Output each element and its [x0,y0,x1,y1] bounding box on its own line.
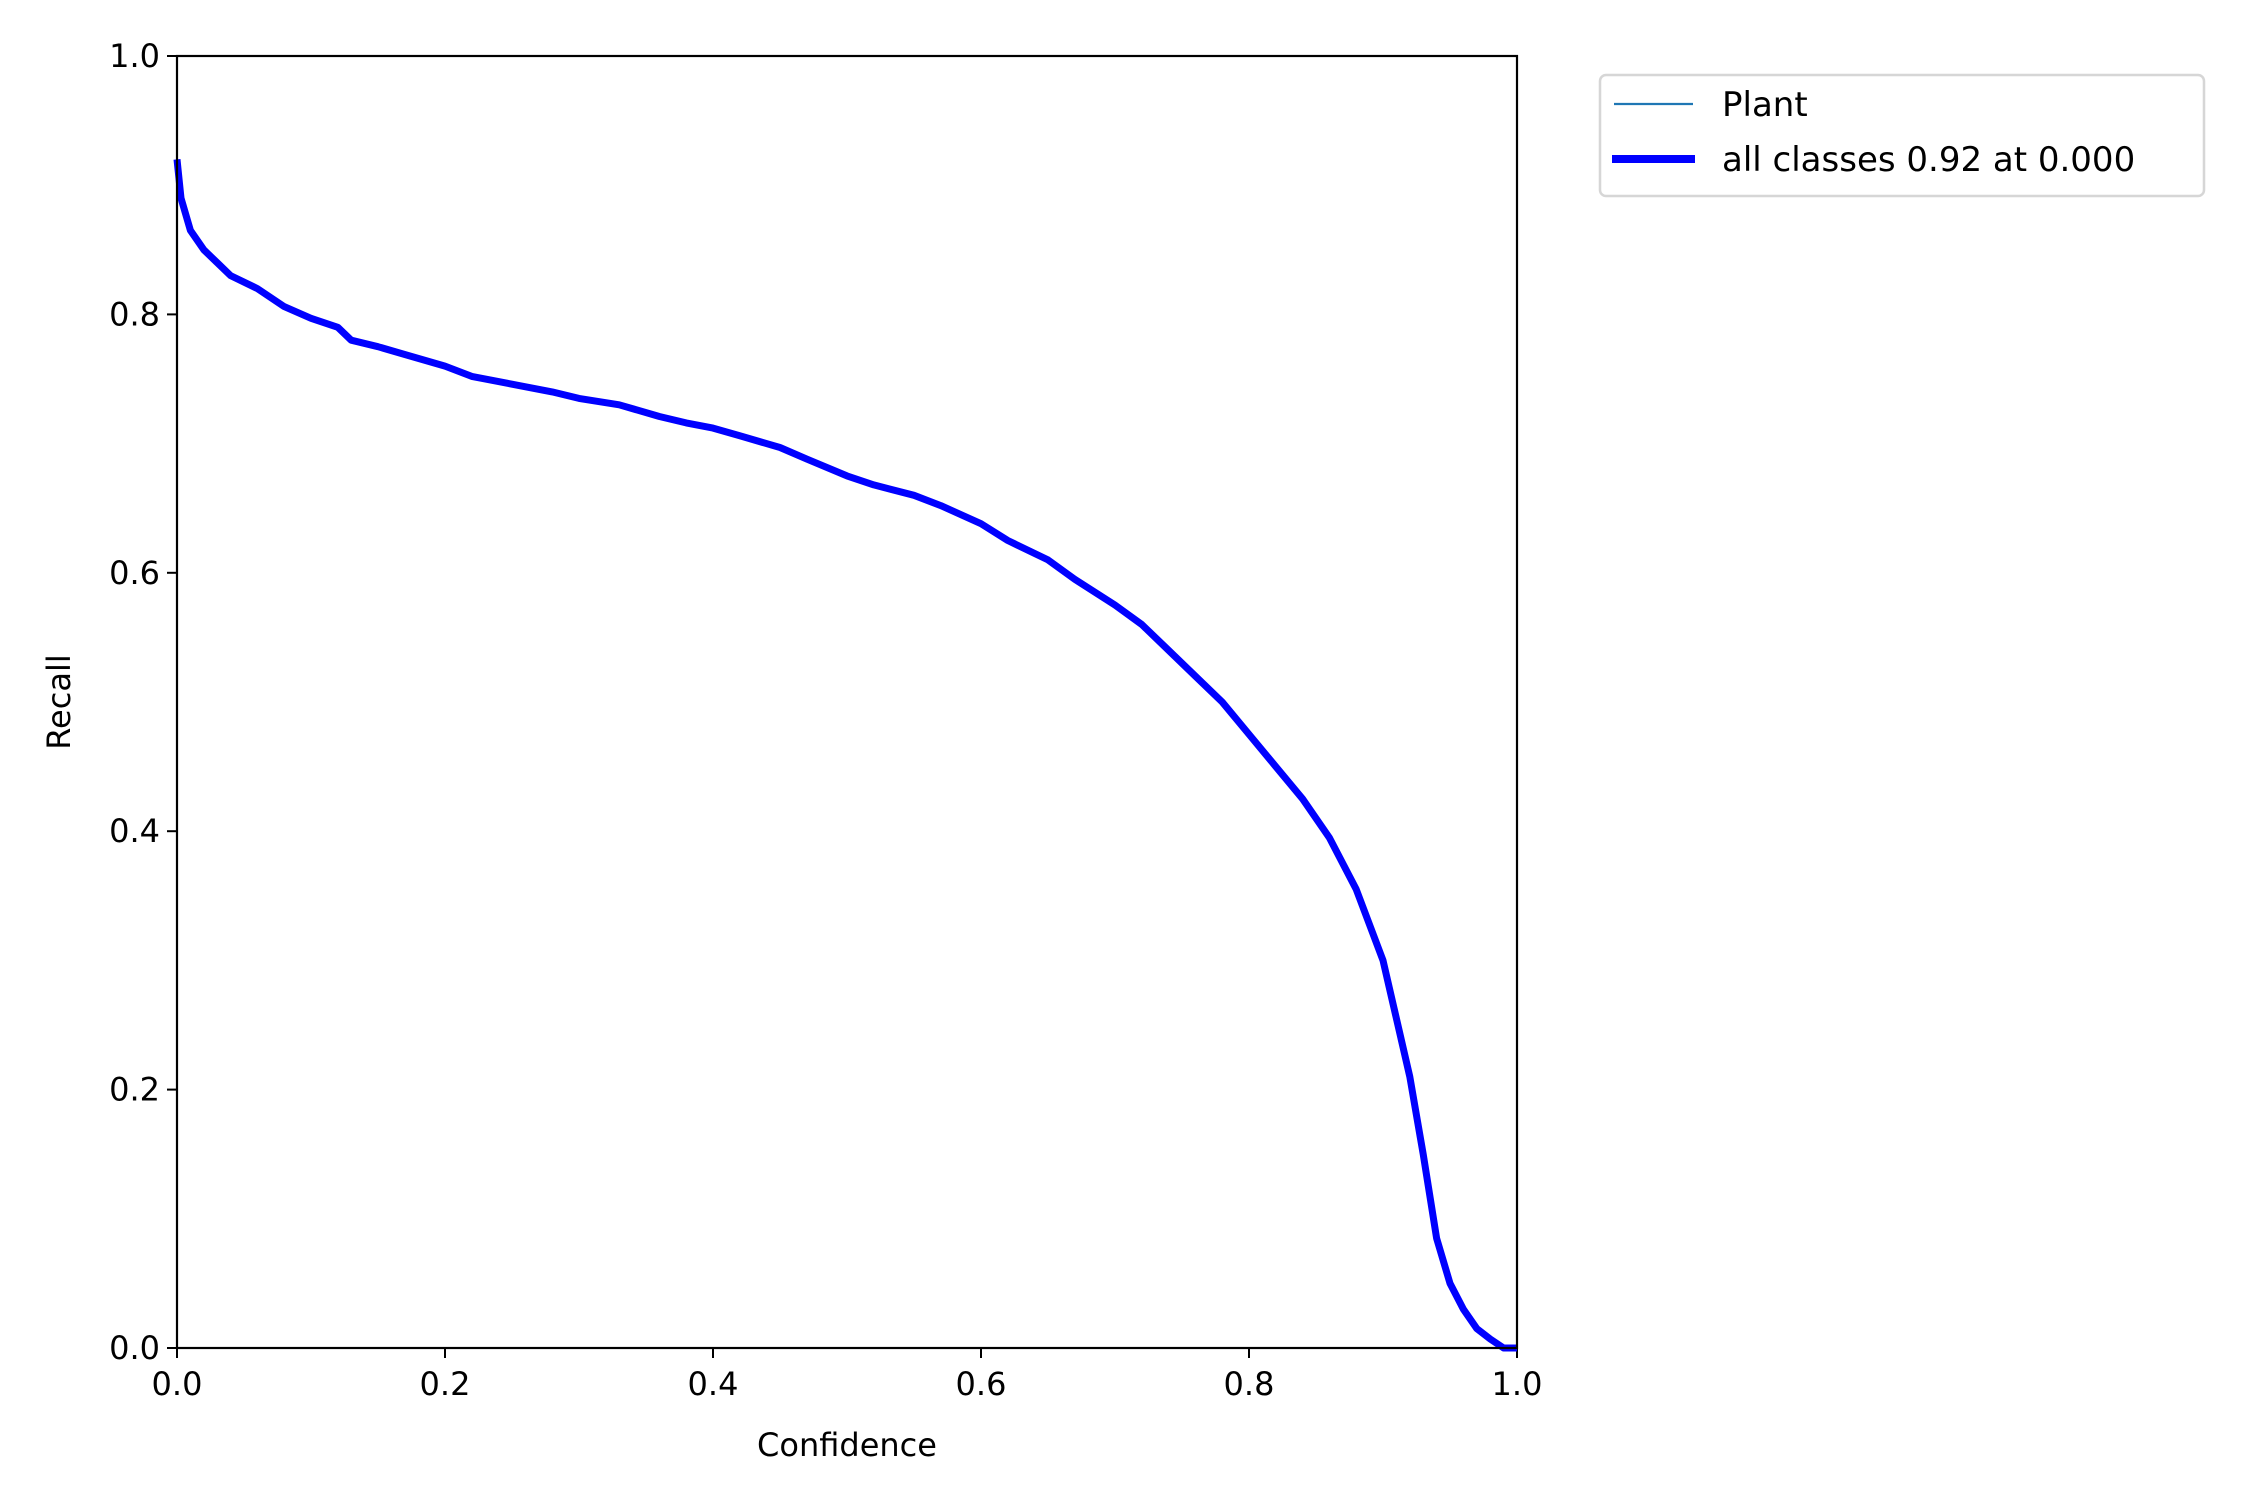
x-tick-label: 0.0 [152,1365,203,1403]
y-axis-ticks: 0.0 0.2 0.4 0.6 0.8 1.0 [109,37,177,1367]
x-tick-label: 1.0 [1492,1365,1543,1403]
legend: Plant all classes 0.92 at 0.000 [1598,73,2206,198]
series-lines [173,159,1517,1352]
x-tick-label: 0.8 [1224,1365,1275,1403]
y-tick-label: 0.6 [109,554,160,592]
y-tick-label: 0.2 [109,1071,160,1109]
legend-label-all-classes: all classes 0.92 at 0.000 [1722,140,2135,180]
y-tick-label: 0.4 [109,812,160,850]
x-axis-label: Confidence [757,1426,937,1464]
x-tick-label: 0.4 [688,1365,739,1403]
legend-label-plant: Plant [1722,85,1808,125]
x-tick-label: 0.6 [956,1365,1007,1403]
y-tick-label: 0.0 [109,1329,160,1367]
legend-frame [1598,73,2206,198]
series-line-plant [175,159,1517,1350]
y-axis-label: Recall [40,654,78,749]
y-tick-label: 1.0 [109,37,160,75]
plot-frame [175,54,1519,1350]
series-line-all-classes [173,159,1517,1352]
x-tick-label: 0.2 [420,1365,471,1403]
x-axis-ticks: 0.0 0.2 0.4 0.6 0.8 1.0 [152,1348,1543,1403]
y-tick-label: 0.8 [109,295,160,333]
